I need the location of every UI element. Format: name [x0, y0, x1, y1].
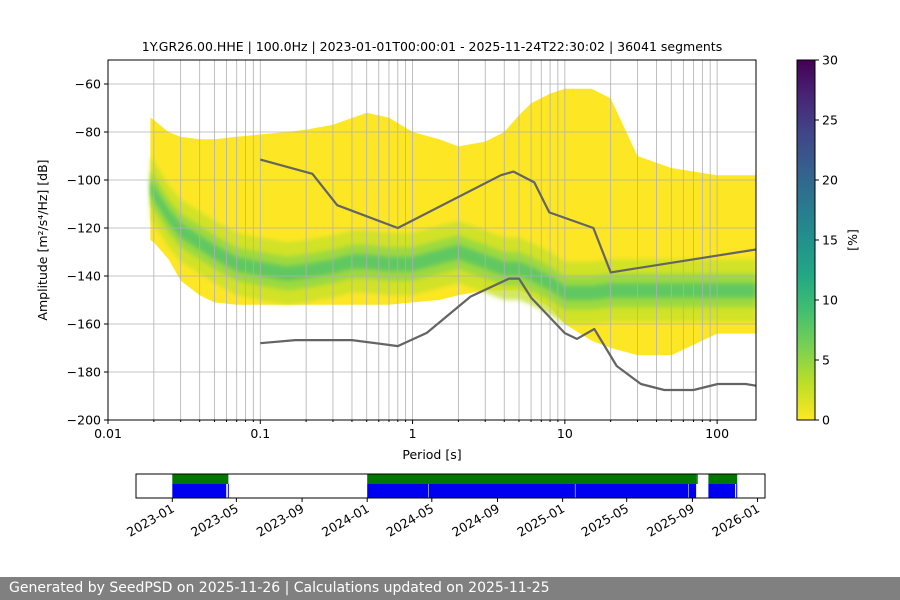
data-availability-bar [367, 474, 697, 484]
colorbar: 0 5 10 15 20 25 30 [%] [796, 53, 860, 428]
timeline-tick-label: 2023-09 [254, 501, 307, 540]
colorbar-gradient [796, 59, 816, 421]
series-line-nlnm [260, 277, 756, 392]
colorbar-tick-label: 5 [822, 353, 830, 368]
timeline-tick-label: 2023-01 [124, 501, 177, 540]
timeline-bars [172, 474, 738, 498]
psd-segment-bar [428, 484, 575, 498]
psd-segment-bar [172, 484, 227, 498]
psd-segment-bar [227, 484, 229, 498]
psd-segment-bar [367, 484, 429, 498]
psd-plot-area: 0.01 0.1 1 10 100 −60 −80 −100 −120 −140 −160 −180… [67, 59, 757, 441]
chart-title: 1Y.GR26.00.HHE | 100.0Hz | 2023-01-01T00… [142, 39, 722, 54]
psd-segment-bar [575, 484, 689, 498]
y-tick-label: −180 [67, 365, 101, 380]
timeline-tick-label: 2023-05 [188, 501, 241, 540]
timeline-frame [135, 473, 766, 499]
psd-segment-bar [688, 484, 697, 498]
y-tick-label: −140 [67, 269, 101, 284]
y-tick-label: −60 [75, 77, 101, 92]
y-tick-label: −120 [67, 221, 101, 236]
timeline-tick-label: 2025-05 [578, 501, 631, 540]
psd-density-mode [150, 156, 756, 324]
plot-frame [107, 59, 757, 421]
colorbar-tick-label: 0 [822, 413, 830, 428]
colorbar-tick-label: 15 [822, 233, 838, 248]
colorbar-tick-label: 30 [822, 53, 838, 68]
colorbar-label: [%] [845, 229, 860, 251]
x-tick-label: 1 [409, 426, 417, 441]
x-tick-label: 0.01 [94, 426, 122, 441]
colorbar-tick-label: 20 [822, 173, 838, 188]
colorbar-tick-label: 10 [822, 293, 838, 308]
data-availability-bar [172, 474, 229, 484]
grid-lines [107, 60, 756, 421]
data-availability-bar [696, 474, 698, 484]
y-axis-label: Amplitude [m²/s⁴/Hz] [dB] [35, 159, 50, 320]
x-axis-ticks: 0.01 0.1 1 10 100 [94, 420, 729, 441]
timeline-plot: 2023-01 2023-05 2023-09 2024-01 2024-05 2024-… [124, 473, 766, 540]
y-tick-label: −80 [75, 125, 101, 140]
timeline-tick-label: 2024-09 [449, 501, 502, 540]
timeline-tick-label: 2025-09 [644, 501, 697, 540]
x-tick-label: 10 [557, 426, 573, 441]
colorbar-tick-label: 25 [822, 113, 838, 128]
x-tick-label: 100 [705, 426, 729, 441]
y-tick-label: −100 [67, 173, 101, 188]
y-tick-label: −160 [67, 317, 101, 332]
psd-segment-bar [736, 484, 738, 498]
footer-bar: Generated by SeedPSD on 2025-11-26 | Cal… [0, 577, 900, 600]
x-tick-label: 0.1 [250, 426, 270, 441]
data-availability-bar [708, 474, 738, 484]
y-axis-ticks: −60 −80 −100 −120 −140 −160 −180 −200 [67, 77, 108, 428]
timeline-tick-label: 2026-01 [709, 501, 762, 540]
y-tick-label: −200 [67, 413, 101, 428]
timeline-ticks: 2023-01 2023-05 2023-09 2024-01 2024-05 2024-… [124, 498, 762, 540]
noise-model-lines [260, 158, 756, 392]
timeline-tick-label: 2024-05 [384, 501, 437, 540]
x-axis-label: Period [s] [402, 447, 461, 462]
timeline-tick-label: 2025-01 [514, 501, 567, 540]
timeline-tick-label: 2024-01 [319, 501, 372, 540]
colorbar-ticks: 0 5 10 15 20 25 30 [815, 53, 838, 428]
density-band-core [150, 180, 756, 300]
series-line-nhnm [260, 158, 756, 274]
psd-segment-bar [708, 484, 736, 498]
